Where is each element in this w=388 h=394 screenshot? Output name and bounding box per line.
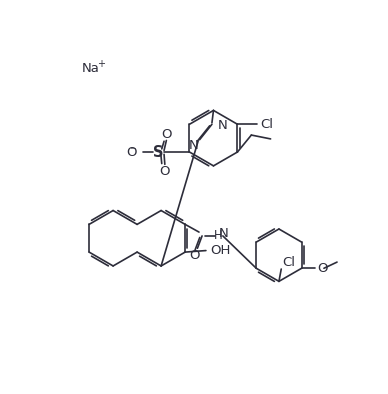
Text: Cl: Cl: [282, 256, 295, 269]
Text: N: N: [217, 119, 227, 132]
Text: O: O: [317, 262, 327, 275]
Text: Cl: Cl: [261, 118, 274, 131]
Text: ⁻: ⁻: [129, 145, 135, 158]
Text: O: O: [126, 145, 137, 158]
Text: Na: Na: [82, 62, 100, 75]
Text: OH: OH: [211, 244, 231, 257]
Text: H: H: [214, 229, 223, 242]
Text: N: N: [219, 227, 229, 240]
Text: O: O: [189, 249, 199, 262]
Text: O: O: [161, 128, 171, 141]
Text: O: O: [159, 165, 170, 178]
Text: +: +: [97, 59, 105, 69]
Text: S: S: [153, 145, 164, 160]
Text: N: N: [189, 139, 199, 152]
